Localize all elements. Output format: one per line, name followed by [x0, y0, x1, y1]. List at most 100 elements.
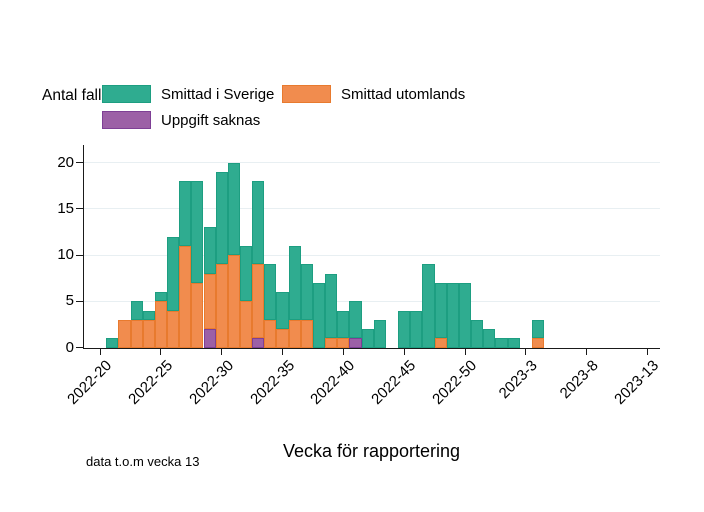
y-tick-mark: [76, 254, 83, 256]
bar-segment: [434, 282, 447, 339]
bar-segment: [215, 264, 228, 348]
bar-segment: [191, 282, 204, 348]
bar-segment: [471, 319, 484, 348]
y-tick-mark: [76, 162, 83, 163]
x-tick-mark: [160, 348, 162, 355]
bar-segment: [239, 301, 253, 348]
legend-swatch-uppgift-saknas: [102, 111, 151, 129]
bar-segment: [142, 310, 155, 320]
bar-segment: [154, 301, 167, 348]
bar-segment: [203, 227, 216, 274]
legend-item-smittad-i-sverige: Smittad i Sverige: [102, 85, 274, 103]
bar-segment: [325, 273, 338, 339]
x-tick-mark: [525, 348, 527, 355]
x-tick-label: 2022-50: [429, 357, 481, 408]
bar-segment: [264, 264, 277, 320]
bar-segment: [130, 301, 143, 320]
x-tick-label: 2022-30: [185, 357, 237, 408]
bar-segment: [191, 181, 204, 283]
bar-segment: [495, 338, 508, 348]
y-gridline: [84, 300, 660, 302]
bar-segment: [252, 338, 265, 348]
y-axis-title: Antal fall: [42, 87, 102, 104]
bar-segment: [252, 264, 265, 339]
y-axis-line: [83, 145, 84, 349]
bar-segment: [167, 236, 180, 311]
bar-segment: [373, 319, 386, 348]
bar-segment: [130, 319, 143, 348]
bar-segment: [288, 319, 301, 348]
bar-segment: [507, 338, 520, 348]
y-tick-mark: [76, 300, 83, 302]
bar-segment: [410, 310, 423, 348]
x-tick-mark: [99, 348, 101, 355]
bar-segment: [227, 162, 240, 255]
x-tick-mark: [342, 348, 344, 355]
bar-segment: [300, 319, 313, 348]
bar-segment: [276, 329, 289, 348]
footnote: data t.o.m vecka 13: [86, 454, 200, 469]
bar-segment: [422, 264, 435, 348]
bar-segment: [203, 329, 216, 348]
bar-segment: [312, 282, 326, 348]
y-tick-mark: [76, 208, 83, 210]
bar-segment: [239, 245, 253, 302]
x-tick-mark: [647, 348, 649, 355]
x-tick-mark: [221, 348, 223, 355]
x-tick-label: 2022-35: [246, 357, 298, 408]
bar-segment: [398, 310, 411, 348]
bar-segment: [167, 310, 180, 348]
legend-item-uppgift-saknas: Uppgift saknas: [102, 111, 260, 129]
bar-segment: [203, 273, 216, 329]
y-tick-label: 20: [57, 153, 74, 171]
bar-segment: [142, 319, 155, 348]
x-tick-label: 2023-13: [611, 357, 663, 408]
bar-segment: [154, 292, 167, 302]
bar-segment: [446, 282, 459, 348]
bar-segment: [215, 171, 228, 265]
x-tick-mark: [586, 348, 588, 355]
y-tick-label: 15: [57, 199, 74, 217]
y-tick-label: 0: [65, 338, 74, 356]
x-tick-mark: [464, 348, 466, 355]
bar-segment: [325, 338, 338, 348]
bar-segment: [458, 282, 472, 348]
legend-item-smittad-utomlands: Smittad utomlands: [282, 85, 465, 103]
bar-segment: [252, 181, 265, 265]
bar-segment: [179, 181, 192, 246]
legend-label-smittad-i-sverige: Smittad i Sverige: [161, 85, 275, 103]
y-gridline: [84, 254, 660, 256]
bar-segment: [106, 338, 119, 348]
x-axis-title: Vecka för rapportering: [282, 441, 461, 461]
x-tick-label: 2022-40: [307, 357, 359, 408]
legend-swatch-smittad-utomlands: [282, 85, 331, 103]
bar-segment: [531, 319, 545, 339]
y-gridline: [84, 162, 660, 163]
bar-segment: [483, 329, 496, 348]
legend-swatch-smittad-i-sverige: [102, 85, 151, 103]
y-gridline: [84, 208, 660, 210]
bar-segment: [531, 338, 545, 348]
x-axis-line: [83, 347, 660, 349]
x-tick-mark: [282, 348, 284, 355]
bar-segment: [264, 319, 277, 348]
bar-segment: [434, 338, 447, 348]
bar-segment: [349, 301, 362, 339]
y-tick-label: 5: [65, 292, 74, 310]
legend-label-uppgift-saknas: Uppgift saknas: [161, 111, 261, 129]
x-tick-label: 2022-25: [125, 357, 176, 408]
legend-label-smittad-utomlands: Smittad utomlands: [341, 85, 466, 103]
y-tick-label: 10: [57, 246, 74, 263]
x-tick-label: 2023-3: [495, 357, 541, 403]
y-tick-mark: [76, 347, 83, 348]
x-tick-mark: [403, 348, 405, 355]
bar-segment: [118, 319, 131, 348]
bar-segment: [337, 338, 350, 348]
bar-segment: [288, 245, 301, 320]
bar-segment: [337, 310, 350, 339]
bar-segment: [227, 255, 240, 348]
x-tick-label: 2022-45: [368, 357, 420, 408]
bar-segment: [349, 338, 362, 348]
